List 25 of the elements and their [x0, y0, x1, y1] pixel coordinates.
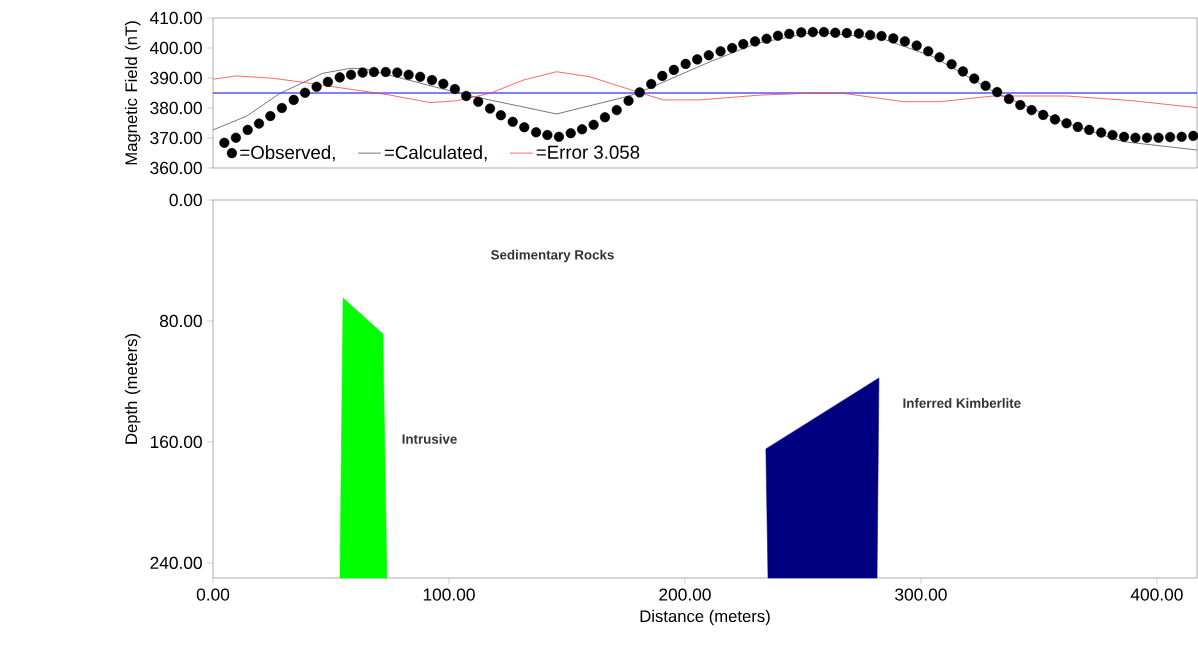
annotation: Sedimentary Rocks [490, 249, 614, 263]
y-tick-label: 80.00 [159, 314, 202, 328]
x-tick-label: 0.00 [196, 588, 230, 601]
annotation: Intrusive [402, 434, 457, 444]
legend-label: =Error 3.058 [536, 145, 640, 159]
y-tick-label: 160.00 [150, 435, 202, 449]
y-tick-label: 0.00 [169, 193, 202, 207]
annotation: Inferred Kimberlite [903, 398, 1021, 408]
x-tick-label: 400.00 [1130, 588, 1183, 601]
y-tick-label: 370.00 [150, 131, 202, 145]
legend-label: =Observed, [240, 145, 335, 162]
legend-label: =Calculated, [384, 145, 487, 162]
y-tick-label: 400.00 [149, 41, 202, 55]
line-series [212, 71, 1198, 109]
y-tick-label: 240.00 [150, 556, 202, 570]
y-tick-label: 360.00 [150, 161, 202, 175]
x-tick-label: 300.00 [895, 588, 947, 601]
x-tick-label: 200.00 [659, 588, 711, 601]
y-axis-title: Magnetic Field (nT) [124, 21, 141, 165]
x-tick-label: 100.00 [423, 588, 475, 601]
y-tick-label: 390.00 [150, 71, 202, 85]
y-axis-title: Depth (meters) [124, 334, 141, 444]
x-axis-title: Distance (meters) [640, 609, 770, 626]
y-tick-label: 410.00 [149, 11, 202, 25]
y-tick-label: 380.00 [150, 101, 202, 115]
